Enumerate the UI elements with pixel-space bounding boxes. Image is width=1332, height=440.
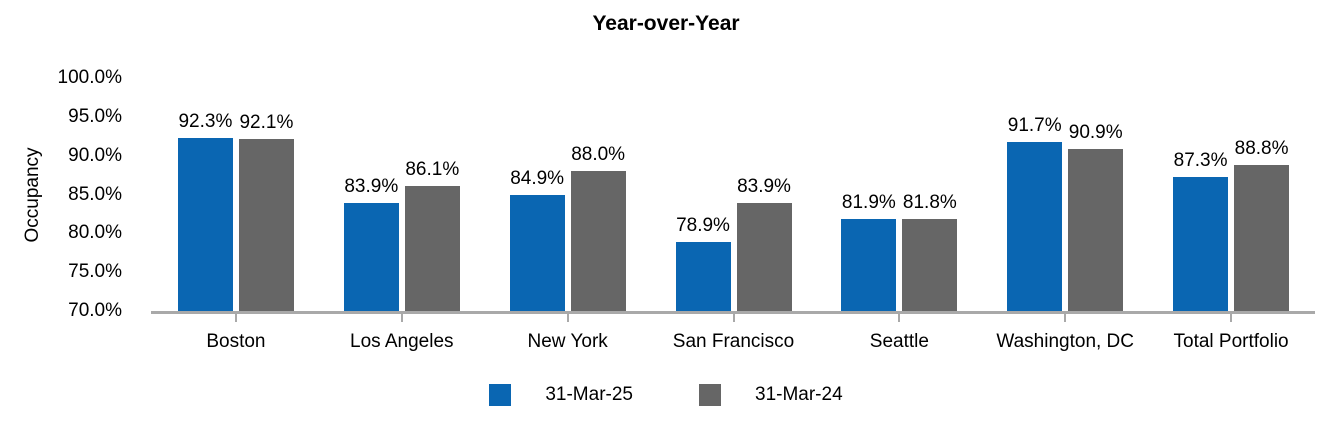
x-tick-seattle [898,314,901,322]
value-label-san-francisco-31-mar-25: 78.9% [676,214,730,236]
value-label-washington-dc-31-mar-25: 91.7% [1007,115,1062,137]
value-label-boston-31-mar-24: 92.1% [239,112,294,134]
x-axis-line [151,311,1315,314]
value-label-total-portfolio-31-mar-25: 87.3% [1173,149,1228,171]
legend: 31-Mar-25 31-Mar-24 [0,384,1332,406]
legend-swatch-31-mar-25 [489,384,512,406]
bar-new-york-31-mar-25 [509,195,565,311]
category-label-seattle: Seattle [869,331,929,352]
x-tick-new-york [566,314,569,322]
legend-swatch-31-mar-24 [699,384,721,406]
y-tick-label-95: 95.0% [68,105,122,127]
legend-item-31-mar-24: 31-Mar-24 [699,384,843,406]
bar-total-portfolio-31-mar-25 [1173,176,1229,311]
category-label-new-york: New York [527,331,608,352]
bar-los-angeles-31-mar-24 [404,185,460,311]
y-tick-label-70: 70.0% [68,300,122,321]
x-tick-san-francisco [732,314,735,322]
value-label-washington-dc-31-mar-24: 90.9% [1068,121,1123,143]
value-label-boston-31-mar-25: 92.3% [178,110,233,132]
y-tick-label-80: 80.0% [68,222,122,244]
x-tick-washington-dc [1064,314,1067,322]
bar-boston-31-mar-24 [238,139,294,311]
x-tick-total-portfolio [1230,314,1233,322]
y-tick-label-90: 90.0% [68,144,122,166]
legend-item-31-mar-25: 31-Mar-25 [489,384,633,406]
bar-washington-dc-31-mar-25 [1007,142,1063,311]
value-label-new-york-31-mar-25: 84.9% [510,168,565,190]
bar-new-york-31-mar-24 [570,171,626,311]
value-label-san-francisco-31-mar-24: 83.9% [737,176,791,198]
category-label-los-angeles: Los Angeles [350,331,454,352]
x-tick-boston [234,314,237,322]
legend-label-31-mar-25: 31-Mar-25 [545,384,633,405]
bar-san-francisco-31-mar-24 [736,203,792,311]
bar-total-portfolio-31-mar-24 [1234,164,1290,311]
bar-boston-31-mar-25 [177,137,233,311]
bar-los-angeles-31-mar-25 [343,203,399,311]
x-tick-los-angeles [400,314,403,322]
value-label-seattle-31-mar-25: 81.9% [841,191,896,213]
value-label-new-york-31-mar-24: 88.0% [571,144,626,166]
category-label-san-francisco: San Francisco [672,331,795,352]
bar-washington-dc-31-mar-24 [1068,148,1124,311]
value-label-total-portfolio-31-mar-24: 88.8% [1234,137,1289,159]
y-tick-label-75: 75.0% [68,261,122,283]
y-tick-label-85: 85.0% [68,183,122,205]
bar-san-francisco-31-mar-25 [675,241,731,311]
category-label-boston: Boston [206,331,266,352]
chart-title: Year-over-Year [592,12,740,35]
value-label-los-angeles-31-mar-24: 86.1% [405,158,460,180]
y-tick-label-100: 100.0% [57,67,122,88]
category-label-total-portfolio: Total Portfolio [1173,331,1289,352]
value-label-seattle-31-mar-24: 81.8% [902,192,957,214]
bar-seattle-31-mar-24 [902,219,958,311]
value-label-los-angeles-31-mar-25: 83.9% [344,176,399,198]
bar-seattle-31-mar-25 [841,218,897,311]
legend-label-31-mar-24: 31-Mar-24 [755,384,843,405]
category-label-washington-dc: Washington, DC [996,331,1135,352]
